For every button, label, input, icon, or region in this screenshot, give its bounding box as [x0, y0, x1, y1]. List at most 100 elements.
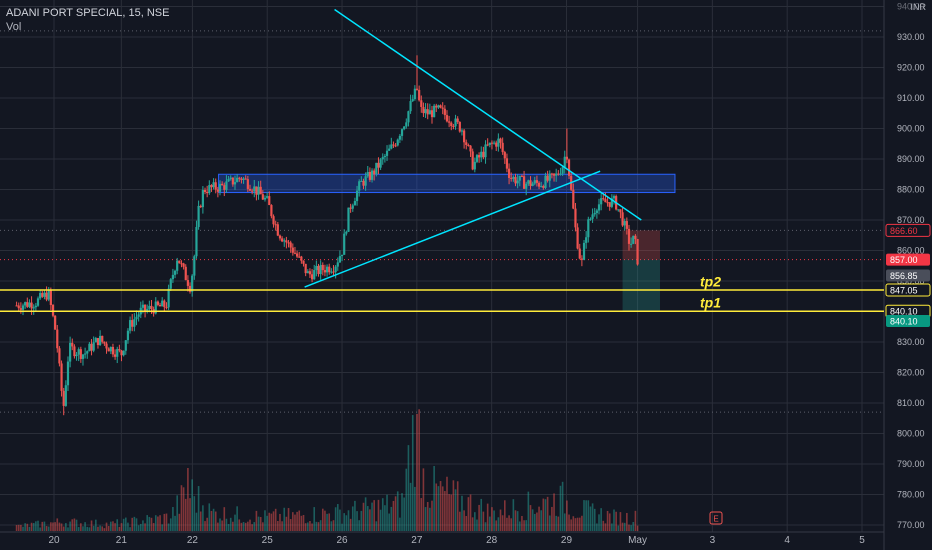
candle-body — [600, 198, 603, 205]
volume-bar — [313, 507, 316, 531]
candle-body — [99, 335, 102, 345]
candle-body — [351, 205, 354, 209]
price-axis-label-text: 866.60 — [890, 226, 918, 236]
candle-body — [111, 346, 115, 355]
volume-bar — [324, 510, 326, 531]
candle-body — [116, 349, 119, 357]
candle-body — [441, 107, 444, 109]
volume-bar — [234, 514, 236, 531]
candle-body — [557, 173, 560, 175]
candle-body — [463, 130, 466, 143]
candle-body — [163, 300, 166, 308]
candle-body — [516, 180, 519, 184]
volume-bar — [165, 513, 168, 531]
volume-bar — [289, 519, 292, 531]
candle-body — [529, 180, 532, 186]
candle-body — [574, 208, 577, 228]
candle-body — [261, 194, 264, 200]
volume-bar — [354, 500, 356, 531]
volume-bar — [41, 521, 44, 531]
volume-bar — [396, 491, 399, 531]
volume-bar — [330, 521, 333, 531]
candle-body — [173, 270, 177, 275]
y-tick-label-partial: 940.00 — [897, 2, 925, 12]
volume-bar — [65, 523, 67, 531]
volume-bar — [465, 516, 468, 531]
candle-body — [364, 176, 367, 186]
candle-body — [28, 302, 31, 307]
volume-bar — [621, 522, 624, 531]
volume-bar — [634, 510, 637, 531]
volume-bar — [366, 506, 369, 531]
volume-bar — [199, 511, 202, 531]
volume-bar — [409, 482, 412, 531]
candle-body — [518, 175, 521, 181]
price-axis-label — [885, 283, 931, 297]
candle-body — [96, 338, 100, 345]
candle-body — [411, 99, 414, 102]
volume-bar — [167, 523, 170, 531]
candle-body — [84, 353, 87, 355]
volume-indicator-label[interactable]: Vol — [6, 21, 22, 33]
candle-body — [422, 106, 425, 114]
volume-bar — [399, 517, 401, 531]
volume-bar — [375, 521, 378, 531]
candle-body — [137, 314, 140, 317]
candle-body — [525, 183, 528, 189]
candle-body — [332, 271, 335, 273]
candle-body — [632, 235, 635, 244]
candle-body — [537, 182, 541, 187]
volume-bar — [356, 511, 358, 531]
volume-bar — [114, 523, 116, 531]
candle-body — [328, 266, 331, 273]
candle-body — [520, 175, 524, 177]
volume-bar — [95, 519, 97, 531]
candle-body — [360, 180, 363, 182]
volume-bar — [54, 522, 56, 531]
volume-bar — [202, 505, 204, 531]
volume-bar — [450, 494, 453, 531]
candle-body — [608, 202, 611, 207]
candle-body — [379, 159, 382, 168]
price-axis-label — [886, 269, 930, 282]
candle-body — [375, 162, 378, 175]
volume-bar — [129, 527, 131, 531]
volume-bar — [28, 526, 31, 531]
candle-body — [49, 290, 52, 306]
x-tick-label: 25 — [262, 535, 274, 546]
symbol-title[interactable]: ADANI PORT SPECIAL, 15, NSE — [6, 7, 170, 19]
volume-bar — [446, 476, 448, 531]
volume-bar — [144, 523, 146, 531]
currency-label[interactable]: INR — [910, 2, 927, 12]
candle-body — [182, 263, 185, 267]
candle-body — [540, 186, 543, 188]
candle-body — [208, 185, 211, 194]
candle-body — [113, 354, 117, 357]
volume-bar — [463, 510, 465, 531]
volume-bar — [146, 515, 149, 531]
candle-body — [334, 266, 337, 273]
candle-body — [388, 148, 391, 151]
volume-bar — [542, 498, 545, 531]
candle-body — [407, 111, 410, 123]
volume-bar — [159, 515, 161, 531]
candle-body — [41, 293, 44, 297]
volume-bar — [420, 498, 423, 531]
volume-bar — [576, 517, 579, 531]
volume-bar — [135, 518, 138, 531]
volume-bar — [184, 498, 187, 531]
volume-bar — [379, 509, 382, 531]
volume-bar — [604, 523, 607, 531]
candle-body — [602, 198, 605, 200]
candle-body — [501, 142, 504, 153]
candle-body — [259, 186, 262, 195]
candle-body — [300, 256, 303, 261]
volume-bar — [619, 512, 622, 531]
volume-bar — [15, 525, 18, 531]
volume-bar — [482, 511, 485, 531]
candle-body — [597, 204, 601, 211]
volume-bar — [86, 526, 89, 531]
volume-bar — [304, 523, 307, 531]
